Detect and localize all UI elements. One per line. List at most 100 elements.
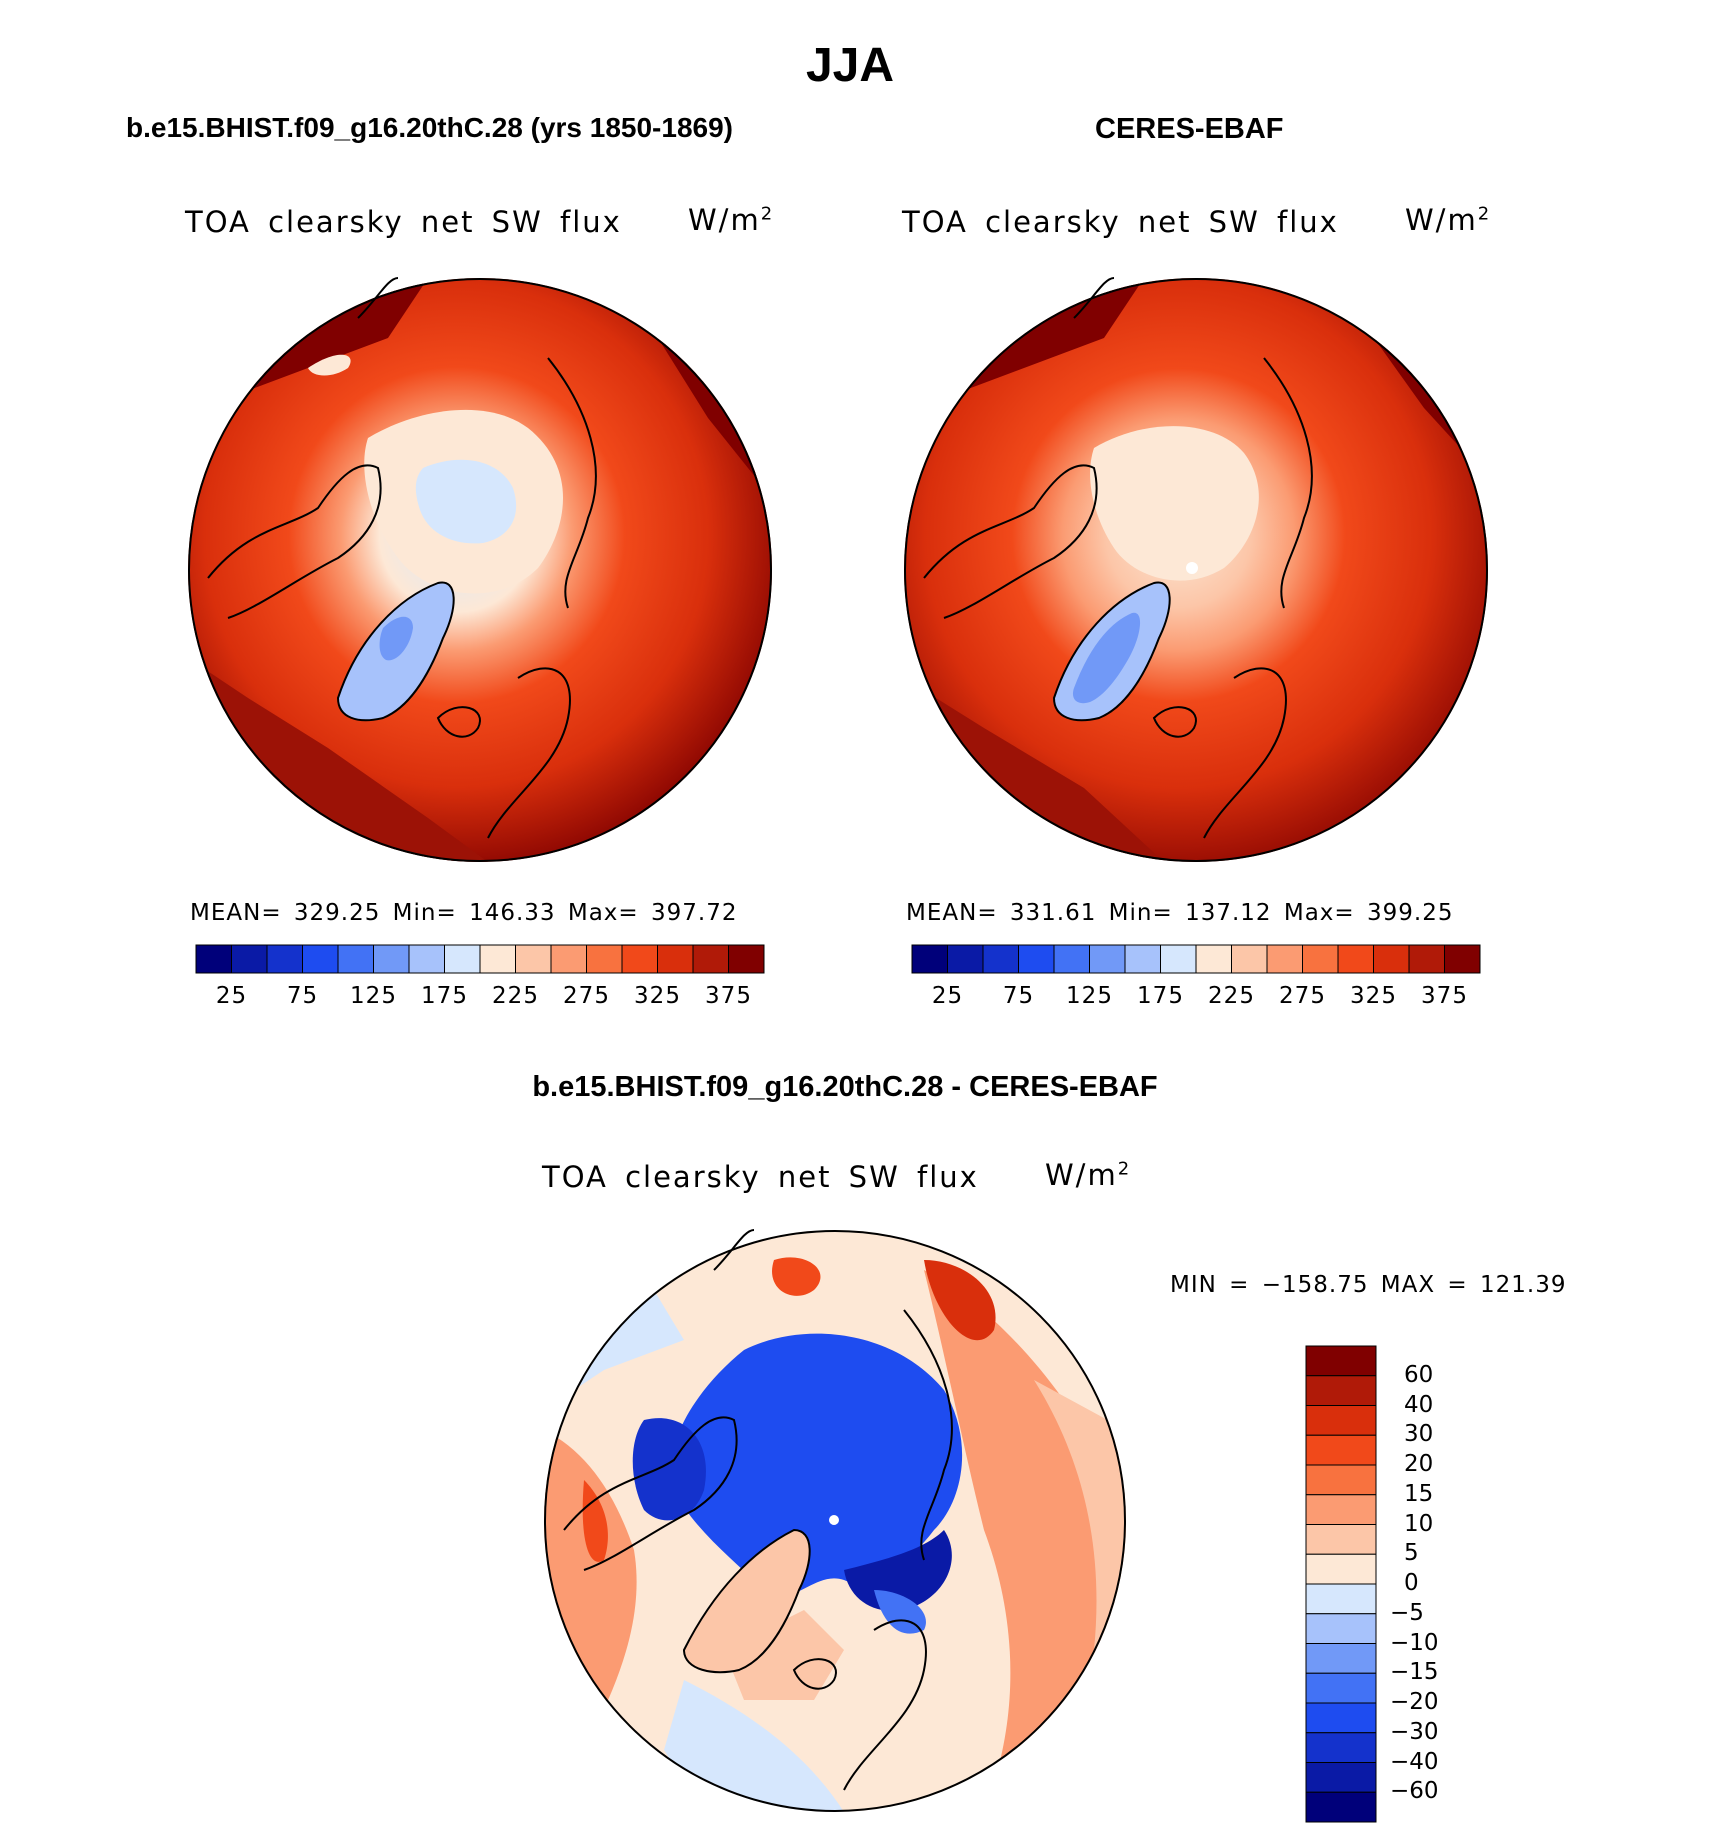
diff-colorbar-label: −10 <box>1390 1629 1439 1656</box>
obs-colorbar-box <box>1089 944 1126 974</box>
model-colorbar-box <box>337 944 374 974</box>
obs-colorbar-box <box>982 944 1019 974</box>
diff-colorbar-label: 15 <box>1404 1480 1434 1507</box>
obs-colorbar-box <box>1124 944 1161 974</box>
diff-colorbar-box <box>1305 1345 1377 1377</box>
diff-colorbar-box <box>1305 1464 1377 1496</box>
diff-colorbar-label: −5 <box>1390 1599 1424 1626</box>
model-colorbar-tick-label: 325 <box>634 983 681 1009</box>
obs-colorbar-tick-label: 175 <box>1137 983 1184 1009</box>
diff-colorbar-label: 60 <box>1404 1361 1434 1388</box>
obs-panel-title: CERES-EBAF <box>1095 113 1284 145</box>
diff-colorbar-box <box>1305 1553 1377 1585</box>
model-colorbar-ticks: 25 75 125 175 225 275 325 375 <box>196 983 764 1013</box>
model-colorbar-box <box>657 944 694 974</box>
model-colorbar-box <box>195 944 232 974</box>
obs-colorbar-box <box>1018 944 1055 974</box>
model-colorbar-tick-label: 25 <box>215 983 248 1009</box>
diff-colorbar-labels: 60 40 30 20 15 10 5 0 −5 −10 −15 −20 −30 −40 −60 <box>1390 1346 1490 1822</box>
model-colorbar-tick-label: 225 <box>492 983 539 1009</box>
model-colorbar-tick-label: 125 <box>350 983 397 1009</box>
obs-colorbar <box>911 944 1481 974</box>
diff-colorbar-label: 40 <box>1404 1391 1434 1418</box>
diff-colorbar-label: −15 <box>1390 1659 1439 1686</box>
model-colorbar-box <box>515 944 552 974</box>
obs-colorbar-box <box>1195 944 1232 974</box>
obs-units: W/m2 <box>1405 203 1492 237</box>
model-colorbar-tick-label: 75 <box>286 983 319 1009</box>
obs-colorbar-ticks: 25 75 125 175 225 275 325 375 <box>912 983 1480 1013</box>
diff-colorbar-box <box>1305 1672 1377 1704</box>
obs-colorbar-box <box>1053 944 1090 974</box>
diff-colorbar-label: −30 <box>1390 1718 1439 1745</box>
model-stats: MEAN= 329.25 Min= 146.33 Max= 397.72 <box>190 900 738 926</box>
model-colorbar-box <box>479 944 516 974</box>
diff-polar-map <box>544 1229 1126 1812</box>
model-colorbar-box <box>444 944 481 974</box>
model-panel-title: b.e15.BHIST.f09_g16.20thC.28 (yrs 1850-1… <box>126 112 733 143</box>
diff-colorbar-box <box>1305 1702 1377 1734</box>
diff-variable-name: TOA clearsky net SW flux <box>542 1160 979 1194</box>
diff-colorbar-box <box>1305 1434 1377 1466</box>
obs-colorbar-box <box>1337 944 1374 974</box>
model-variable-name: TOA clearsky net SW flux <box>185 205 622 239</box>
model-polar-map <box>188 277 772 862</box>
diff-colorbar-label: −60 <box>1390 1778 1439 1805</box>
diff-colorbar-box <box>1305 1524 1377 1555</box>
obs-stats: MEAN= 331.61 Min= 137.12 Max= 399.25 <box>906 900 1454 926</box>
diff-colorbar-box <box>1305 1613 1377 1644</box>
diff-colorbar-box <box>1305 1375 1377 1406</box>
diff-colorbar-box <box>1305 1762 1377 1793</box>
diff-units: W/m2 <box>1045 1158 1132 1192</box>
obs-colorbar-box <box>947 944 984 974</box>
obs-colorbar-box <box>1444 944 1481 974</box>
model-colorbar-box <box>728 944 765 974</box>
model-colorbar-box <box>550 944 587 974</box>
diff-colorbar-box <box>1305 1791 1377 1823</box>
obs-colorbar-tick-label: 325 <box>1350 983 1397 1009</box>
model-colorbar-tick-label: 275 <box>563 983 610 1009</box>
model-colorbar-box <box>621 944 658 974</box>
model-units: W/m2 <box>688 203 775 237</box>
diff-colorbar <box>1305 1345 1377 1823</box>
diff-colorbar-box <box>1305 1643 1377 1674</box>
diff-colorbar-box <box>1305 1494 1377 1525</box>
obs-colorbar-box <box>1231 944 1268 974</box>
main-title: JJA <box>805 39 895 92</box>
diff-panel-title: b.e15.BHIST.f09_g16.20thC.28 - CERES-EBA… <box>532 1071 1158 1103</box>
obs-colorbar-box <box>1373 944 1410 974</box>
obs-colorbar-tick-label: 25 <box>931 983 964 1009</box>
diff-colorbar-box <box>1305 1405 1377 1436</box>
obs-colorbar-box <box>1408 944 1445 974</box>
diff-colorbar-label: 5 <box>1404 1540 1419 1567</box>
model-colorbar-tick-label: 175 <box>421 983 468 1009</box>
model-colorbar-box <box>408 944 445 974</box>
diff-colorbar-label: 30 <box>1404 1421 1434 1448</box>
model-colorbar-box <box>302 944 339 974</box>
diff-colorbar-box <box>1305 1583 1377 1615</box>
obs-colorbar-tick-label: 225 <box>1208 983 1255 1009</box>
obs-colorbar-tick-label: 275 <box>1279 983 1326 1009</box>
obs-colorbar-box <box>911 944 948 974</box>
diff-range-text: MIN = −158.75 MAX = 121.39 <box>1170 1272 1567 1298</box>
diff-colorbar-label: 0 <box>1404 1570 1419 1596</box>
obs-colorbar-box <box>1160 944 1197 974</box>
model-colorbar-tick-label: 375 <box>705 983 752 1009</box>
obs-colorbar-tick-label: 375 <box>1421 983 1468 1009</box>
obs-polar-map <box>904 277 1488 862</box>
model-colorbar-box <box>266 944 303 974</box>
obs-colorbar-box <box>1302 944 1339 974</box>
diff-colorbar-label: 10 <box>1404 1510 1434 1537</box>
obs-colorbar-tick-label: 125 <box>1066 983 1113 1009</box>
diff-colorbar-box <box>1305 1732 1377 1763</box>
obs-colorbar-tick-label: 75 <box>1002 983 1035 1009</box>
obs-variable-name: TOA clearsky net SW flux <box>902 205 1339 239</box>
model-colorbar-box <box>586 944 623 974</box>
model-colorbar-box <box>231 944 268 974</box>
diff-colorbar-label: −20 <box>1390 1689 1439 1715</box>
model-colorbar-box <box>692 944 729 974</box>
diff-colorbar-label: −40 <box>1390 1748 1439 1775</box>
model-colorbar <box>195 944 765 974</box>
diff-colorbar-label: 20 <box>1404 1451 1434 1477</box>
obs-colorbar-box <box>1266 944 1303 974</box>
